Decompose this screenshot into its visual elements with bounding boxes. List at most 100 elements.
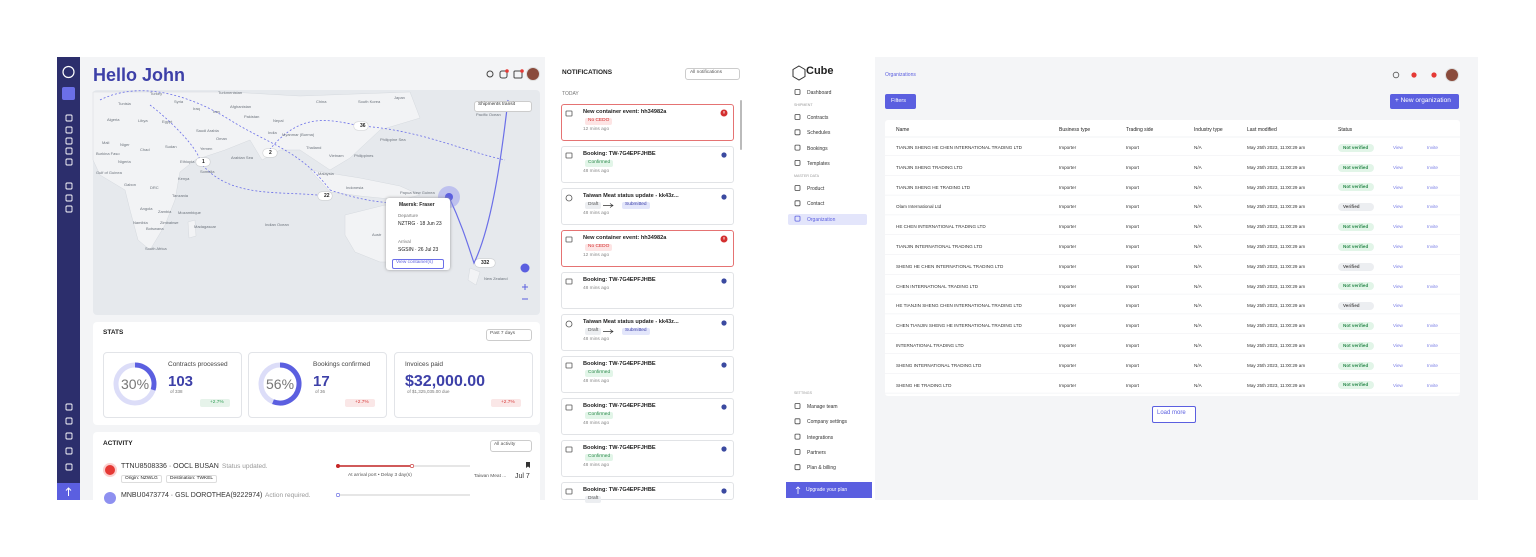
filters-label[interactable]: Filters [891,98,906,104]
table-cell: SHENG INTERNATIONAL TRADING LTD [896,362,982,368]
load-more-label[interactable]: Load more [1157,410,1186,416]
map-label: Arabian Sea [231,155,254,160]
nav-item[interactable]: Company settings [807,419,848,426]
row-action[interactable]: View [1393,362,1403,368]
stat-value: 17 [313,373,330,390]
stats-period[interactable] [486,329,532,341]
table-cell: SHENG HE TRADING LTD [896,382,952,388]
nav-item[interactable]: Bookings [807,145,828,152]
new-button[interactable] [1390,94,1459,109]
table-cell: Import [1126,204,1140,210]
stat-card [248,352,387,418]
row-action[interactable]: View [1393,164,1403,170]
nav-item[interactable]: Contact [807,201,825,208]
breadcrumb[interactable]: Organizations [885,72,916,78]
table-cell: TIANJIN SHENG HE TRADING LTD [896,184,971,190]
row-action[interactable]: View [1393,145,1403,150]
table-cell: May 25th 2023, 11:00:29 am [1247,323,1306,329]
row-action[interactable]: Invite [1427,224,1438,230]
row-action[interactable]: View [1393,263,1403,269]
activity-progress: At arrival port • Delay 3 day(s) [348,473,412,478]
popup-departure: NZTRG · 18 Jun 23 [398,221,442,227]
notification-time: 12 mins ago [583,127,610,132]
map-label: Papua New Guinea [400,190,435,195]
table-cell: N/A [1194,362,1202,368]
nav-item[interactable]: Schedules [807,130,831,137]
table-cell: INTERNATIONAL TRADING LTD [896,343,964,348]
notification-title: Booking: TW-7G4EPFJHBE [583,361,656,367]
row-action[interactable]: View [1393,323,1403,329]
row-action[interactable]: Invite [1427,382,1438,388]
row-action[interactable]: View [1393,382,1403,388]
stat-sub: of 36 [315,389,326,394]
notification-time: 48 mins ago [583,379,610,384]
notifications-filter[interactable] [685,68,740,80]
table-cell: N/A [1194,283,1202,289]
notification-title: Taiwan Meat status update - kk43z... [583,319,679,325]
notification-title: Booking: TW-7G4EPFJHBE [583,277,656,283]
activity-filter[interactable] [490,440,532,452]
row-action[interactable]: Invite [1427,145,1438,150]
nav-item[interactable]: Contracts [807,115,829,121]
activity-tag: Origin: NZWLG [121,475,162,483]
stat-label: Invoices paid [405,361,443,368]
row-action[interactable]: Invite [1427,244,1438,249]
new-label[interactable]: + New organization [1395,97,1451,104]
row-action[interactable]: Invite [1427,204,1438,210]
map-label: Chad [140,147,150,152]
stat-label: Bookings confirmed [313,361,371,368]
status-pill [1338,242,1374,251]
nav-item[interactable]: Organization [807,216,836,223]
nav-item[interactable]: Product [807,186,825,192]
row-action[interactable]: Invite [1427,323,1438,329]
row-action[interactable]: Invite [1427,164,1438,170]
row-action[interactable]: Invite [1427,283,1438,289]
row-action[interactable]: View [1393,204,1403,210]
map-label: South Africa [145,246,167,251]
notifications-group: TODAY [562,91,579,97]
row-action[interactable]: View [1393,283,1403,289]
notification-badge: Draft [585,496,602,503]
activity-title: MNBU0473774 · GSL DOROTHEA(9222974) [121,492,263,499]
map-label: Zimbabwe [160,220,179,225]
table-cell: Import [1126,323,1140,329]
nav-item[interactable]: Manage team [807,404,838,410]
row-action[interactable]: Invite [1427,362,1438,368]
nav-item[interactable]: Dashboard [807,90,832,96]
table-cell: TIANJIN SHENG HE CHEN INTERNATIONAL TRAD… [896,145,1022,150]
row-action[interactable]: View [1393,224,1403,230]
table-cell: May 25th 2023, 11:00:29 am [1247,362,1306,368]
notification-title: Booking: TW-7G4EPFJHBE [583,445,656,451]
upgrade-button[interactable] [786,482,872,498]
table-cell: Import [1126,343,1140,348]
map-filter-label: Shipments transit [478,102,516,107]
row-action[interactable]: Invite [1427,184,1438,190]
table-cell: SHENG HE CHEN INTERNATIONAL TRADING LTD [896,263,1004,269]
filters-button[interactable] [885,94,916,109]
notification-card[interactable] [561,482,734,500]
status-to: Submitted [622,202,650,209]
row-action[interactable]: View [1393,303,1403,309]
nav-item[interactable]: Partners [807,449,826,456]
row-action[interactable]: View [1393,184,1403,190]
nav-item[interactable]: Plan & billing [807,465,836,472]
table-cell: May 25th 2023, 11:00:29 am [1247,303,1306,309]
row-action[interactable]: View [1393,343,1403,348]
table-cell: May 25th 2023, 11:00:29 am [1247,343,1306,348]
status-label: Not verified [1343,382,1369,388]
notification-card[interactable] [561,272,734,309]
upgrade-label[interactable]: Upgrade your plan [806,487,848,493]
stats-card [93,322,540,425]
row-action[interactable]: View [1393,244,1403,249]
nav-item[interactable]: Integrations [807,434,834,441]
map-label: Iraq [193,106,200,111]
row-action[interactable]: Invite [1427,343,1438,348]
nav-item[interactable]: Templates [807,160,830,167]
status-pill [1338,163,1374,172]
table-cell: TIANJIN SHENG TRADING LTD [896,164,963,170]
nav-bottom [57,483,80,500]
stat-change [491,399,521,407]
map-label: Nigeria [118,159,131,164]
load-more-button[interactable] [1152,406,1196,423]
